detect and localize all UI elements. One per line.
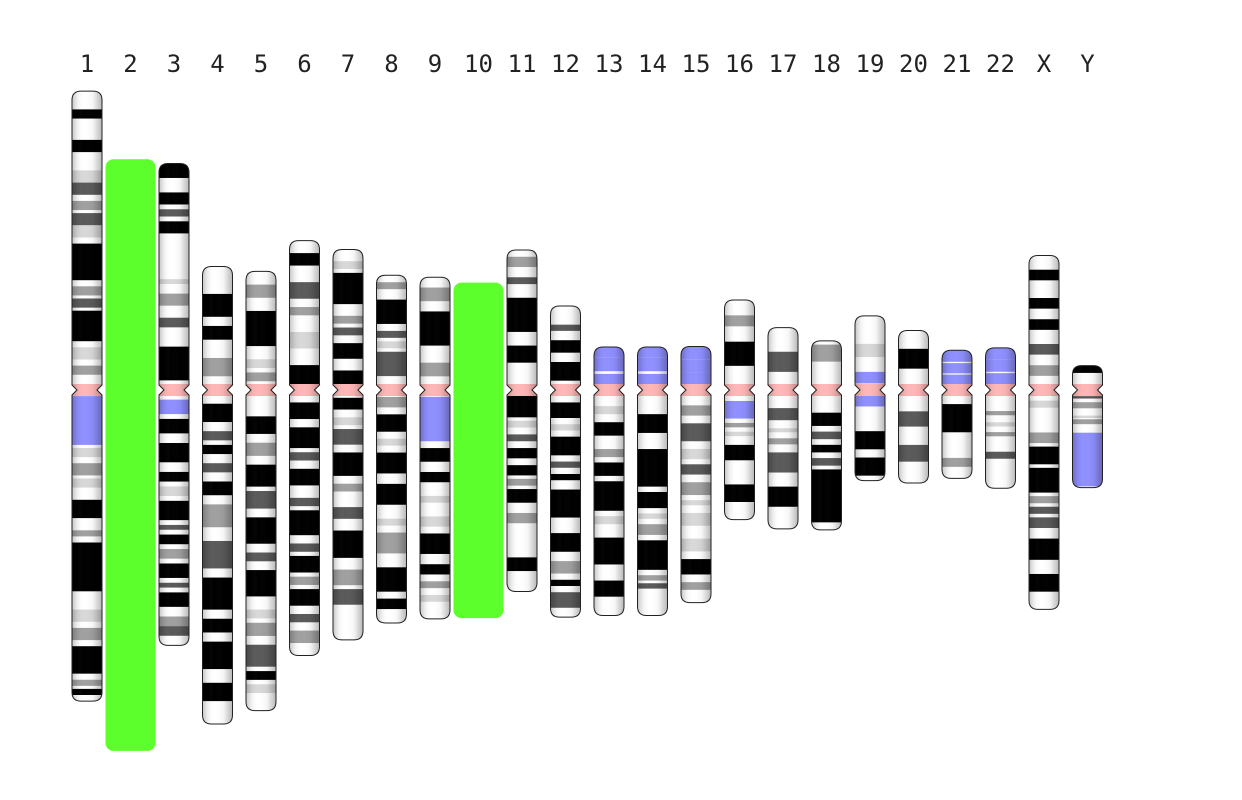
- outline-21: [941, 349, 973, 479]
- chromosome-label-9: 9: [428, 50, 442, 78]
- outline-11: [506, 249, 538, 593]
- chromosome-labels: 1 2 3 4 5 6 7 8 9 10 11 12 13 14 15 16 17 18 19 20 21 22 X Y: [80, 50, 1096, 78]
- chromosome-label-20: 20: [899, 50, 928, 78]
- shading-18: [811, 340, 842, 530]
- chromosome-label-5: 5: [254, 50, 268, 78]
- shading-22: [985, 347, 1016, 489]
- chromosome-label-21: 21: [943, 50, 972, 78]
- chromosome-1[interactable]: [71, 90, 103, 702]
- outline-1: [71, 90, 103, 702]
- chromosome-label-6: 6: [297, 50, 311, 78]
- outline-9: [419, 276, 451, 620]
- chromosome-14[interactable]: [637, 346, 668, 616]
- chromosome-label-17: 17: [769, 50, 798, 78]
- chromosome-4[interactable]: [202, 265, 233, 725]
- chromosome-6[interactable]: [289, 240, 320, 656]
- chromosome-set: [71, 90, 1103, 751]
- chromosome-label-13: 13: [595, 50, 624, 78]
- outline-7: [332, 248, 364, 641]
- shading-11: [507, 249, 537, 592]
- chromosome-9[interactable]: [419, 276, 451, 620]
- shading-9: [420, 277, 450, 619]
- outline-6: [289, 240, 320, 656]
- outline-8: [376, 274, 407, 624]
- outline-4: [202, 265, 233, 725]
- chromosome-17[interactable]: [767, 327, 799, 530]
- chromosome-11[interactable]: [506, 249, 538, 593]
- chromosome-label-16: 16: [725, 50, 754, 78]
- chromosome-label-x: X: [1037, 50, 1052, 78]
- shading-8: [376, 275, 407, 623]
- chromosome-y[interactable]: [1072, 365, 1103, 489]
- outline-x: [1028, 255, 1060, 610]
- shading-y: [1072, 365, 1103, 488]
- chromosome-7[interactable]: [332, 248, 364, 641]
- outline-15: [680, 345, 712, 604]
- chromosome-22[interactable]: [985, 347, 1016, 489]
- chromosome-label-8: 8: [384, 50, 398, 78]
- chromosome-label-22: 22: [986, 50, 1015, 78]
- outline-22: [985, 347, 1016, 489]
- chromosome-label-10: 10: [464, 50, 493, 78]
- shading-7: [333, 249, 363, 640]
- shading-13: [594, 347, 624, 616]
- shading-15: [681, 346, 711, 603]
- outline-14: [637, 346, 668, 616]
- chromosome-19[interactable]: [854, 315, 886, 482]
- shading-4: [202, 266, 233, 724]
- shading-16: [724, 299, 755, 520]
- chromosome-label-11: 11: [508, 50, 537, 78]
- chromosome-label-14: 14: [638, 50, 667, 78]
- shading-12: [550, 306, 581, 618]
- outline-18: [811, 340, 842, 531]
- chromosome-13[interactable]: [593, 346, 625, 616]
- chromosome-16[interactable]: [724, 299, 755, 521]
- chromosome-5[interactable]: [245, 270, 277, 712]
- outline-13: [593, 346, 625, 616]
- chromosome-label-1: 1: [80, 50, 94, 78]
- shading-6: [289, 240, 320, 656]
- chromosome-label-2: 2: [123, 50, 137, 78]
- chromosome-20[interactable]: [898, 330, 929, 484]
- shading-17: [768, 327, 798, 529]
- chromosome-label-7: 7: [341, 50, 355, 78]
- outline-16: [724, 299, 755, 521]
- chromosome-x[interactable]: [1028, 255, 1060, 610]
- outline-12: [550, 305, 581, 618]
- chromosome-2[interactable]: [105, 159, 156, 751]
- highlighted-chromosome-10[interactable]: [453, 282, 504, 619]
- chromosome-label-12: 12: [551, 50, 580, 78]
- chromosome-8[interactable]: [376, 274, 407, 624]
- shading-21: [942, 350, 972, 479]
- highlighted-chromosome-2[interactable]: [105, 159, 156, 751]
- outline-19: [854, 315, 886, 482]
- chromosome-15[interactable]: [680, 345, 712, 604]
- shading-3: [159, 163, 189, 646]
- chromosome-12[interactable]: [550, 305, 581, 618]
- outline-17: [767, 327, 799, 530]
- chromosome-label-19: 19: [856, 50, 885, 78]
- shading-1: [72, 91, 102, 702]
- chromosome-10[interactable]: [453, 282, 504, 619]
- shading-19: [855, 315, 885, 481]
- chromosome-label-y: Y: [1080, 50, 1095, 78]
- chromosome-label-15: 15: [682, 50, 711, 78]
- shading-14: [637, 347, 668, 616]
- chromosome-label-4: 4: [210, 50, 224, 78]
- chromosome-18[interactable]: [811, 340, 842, 531]
- outline-y: [1072, 365, 1103, 489]
- chromosome-label-18: 18: [812, 50, 841, 78]
- outline-20: [898, 330, 929, 484]
- chromosome-3[interactable]: [158, 163, 190, 646]
- chromosome-label-3: 3: [167, 50, 181, 78]
- chromosome-21[interactable]: [941, 349, 973, 479]
- outline-3: [158, 163, 190, 646]
- shading-x: [1029, 255, 1059, 610]
- shading-5: [246, 271, 276, 711]
- shading-20: [898, 330, 929, 484]
- outline-5: [245, 270, 277, 712]
